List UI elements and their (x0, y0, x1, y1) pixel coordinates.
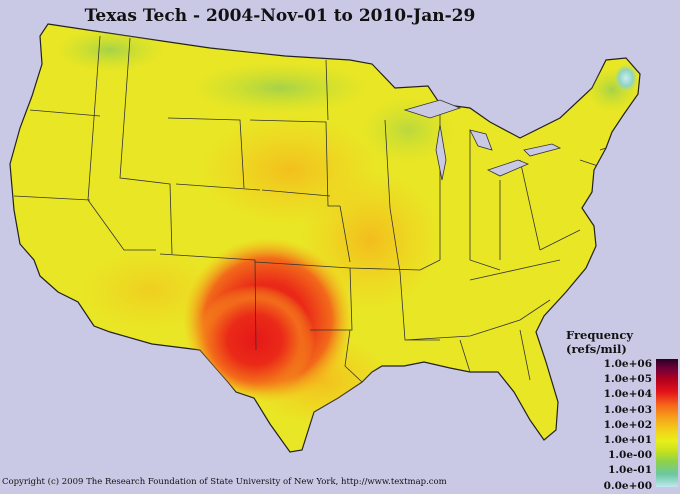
legend-title: Frequency (refs/mil) (566, 328, 634, 356)
legend-label: 0.0e+00 (603, 479, 652, 492)
legend-label: 1.0e+01 (603, 433, 652, 446)
great-lakes (403, 99, 562, 181)
legend-label: 1.0e+02 (603, 418, 652, 431)
legend-labels: 1.0e+06 1.0e+05 1.0e+04 1.0e+03 1.0e+02 … (600, 357, 652, 494)
legend-color-scale (656, 359, 678, 487)
legend-label: 1.0e+06 (603, 358, 652, 370)
legend-label: 1.0e+04 (603, 388, 652, 401)
copyright-text: Copyright (c) 2009 The Research Foundati… (2, 477, 447, 487)
legend-label: 1.0e-00 (608, 449, 652, 462)
legend-label: 1.0e+05 (603, 373, 652, 386)
legend-label: 1.0e+03 (603, 403, 652, 416)
legend-label: 1.0e-01 (608, 464, 652, 477)
state-borders (13, 35, 631, 383)
map-title: Texas Tech - 2004-Nov-01 to 2010-Jan-29 (84, 6, 476, 26)
